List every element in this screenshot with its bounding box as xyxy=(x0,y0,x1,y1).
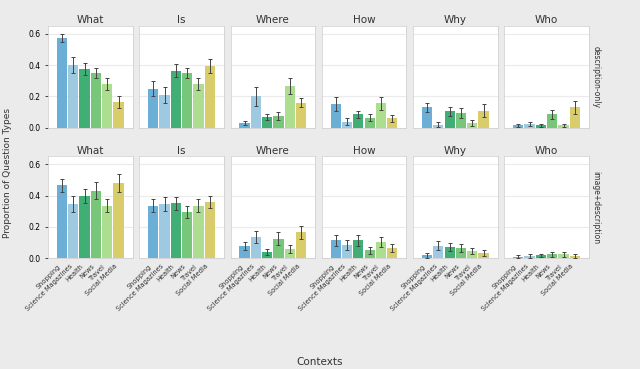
Bar xyxy=(285,86,295,128)
Title: How: How xyxy=(353,145,375,156)
Bar xyxy=(251,96,261,128)
Bar xyxy=(68,204,79,258)
Title: Is: Is xyxy=(177,145,186,156)
Text: description-only: description-only xyxy=(591,46,600,108)
Bar xyxy=(387,118,397,128)
Title: Why: Why xyxy=(444,145,467,156)
Title: Who: Who xyxy=(535,145,558,156)
Bar xyxy=(422,107,432,128)
Bar xyxy=(273,239,284,258)
Bar xyxy=(467,251,477,258)
Bar xyxy=(273,116,284,128)
Bar xyxy=(479,111,489,128)
Text: image+description: image+description xyxy=(591,171,600,244)
Text: Proportion of Question Types: Proportion of Question Types xyxy=(3,108,12,238)
Bar xyxy=(331,240,341,258)
Bar xyxy=(57,38,67,128)
Bar xyxy=(193,84,204,128)
Bar xyxy=(353,240,364,258)
Text: Contexts: Contexts xyxy=(297,357,343,367)
Bar xyxy=(331,104,341,128)
Bar xyxy=(182,212,192,258)
Bar xyxy=(376,242,386,258)
Bar xyxy=(513,125,524,128)
Bar xyxy=(148,89,158,128)
Bar xyxy=(239,246,250,258)
Bar xyxy=(433,125,444,128)
Title: Where: Where xyxy=(256,145,290,156)
Title: Where: Where xyxy=(256,15,290,25)
Bar xyxy=(342,121,352,128)
Bar xyxy=(525,124,534,128)
Bar xyxy=(113,102,124,128)
Bar xyxy=(353,114,364,128)
Bar xyxy=(79,69,90,128)
Bar xyxy=(171,70,181,128)
Bar xyxy=(467,123,477,128)
Bar xyxy=(159,95,170,128)
Bar xyxy=(285,249,295,258)
Title: Why: Why xyxy=(444,15,467,25)
Bar xyxy=(193,206,204,258)
Bar xyxy=(479,253,489,258)
Bar xyxy=(262,117,272,128)
Bar xyxy=(365,118,375,128)
Bar xyxy=(296,232,306,258)
Bar xyxy=(159,204,170,258)
Bar xyxy=(365,251,375,258)
Bar xyxy=(445,247,455,258)
Bar xyxy=(205,66,215,128)
Title: What: What xyxy=(77,15,104,25)
Bar xyxy=(387,248,397,258)
Bar xyxy=(536,125,546,128)
Bar xyxy=(456,113,466,128)
Bar xyxy=(547,254,557,258)
Title: How: How xyxy=(353,15,375,25)
Bar xyxy=(558,254,568,258)
Title: What: What xyxy=(77,145,104,156)
Bar xyxy=(239,123,250,128)
Bar xyxy=(171,203,181,258)
Title: Who: Who xyxy=(535,15,558,25)
Bar xyxy=(57,185,67,258)
Bar xyxy=(182,73,192,128)
Bar xyxy=(536,255,546,258)
Bar xyxy=(513,257,524,258)
Bar xyxy=(68,65,79,128)
Title: Is: Is xyxy=(177,15,186,25)
Bar xyxy=(342,245,352,258)
Bar xyxy=(547,114,557,128)
Bar xyxy=(262,252,272,258)
Bar xyxy=(558,125,568,128)
Bar xyxy=(376,103,386,128)
Bar xyxy=(433,246,444,258)
Bar xyxy=(296,103,306,128)
Bar xyxy=(456,248,466,258)
Bar xyxy=(445,111,455,128)
Bar xyxy=(113,183,124,258)
Bar xyxy=(570,107,580,128)
Bar xyxy=(205,202,215,258)
Bar xyxy=(91,73,101,128)
Bar xyxy=(148,206,158,258)
Bar xyxy=(102,84,112,128)
Bar xyxy=(525,256,534,258)
Bar xyxy=(91,191,101,258)
Bar xyxy=(251,237,261,258)
Bar xyxy=(570,256,580,258)
Bar xyxy=(79,196,90,258)
Bar xyxy=(422,255,432,258)
Bar xyxy=(102,206,112,258)
